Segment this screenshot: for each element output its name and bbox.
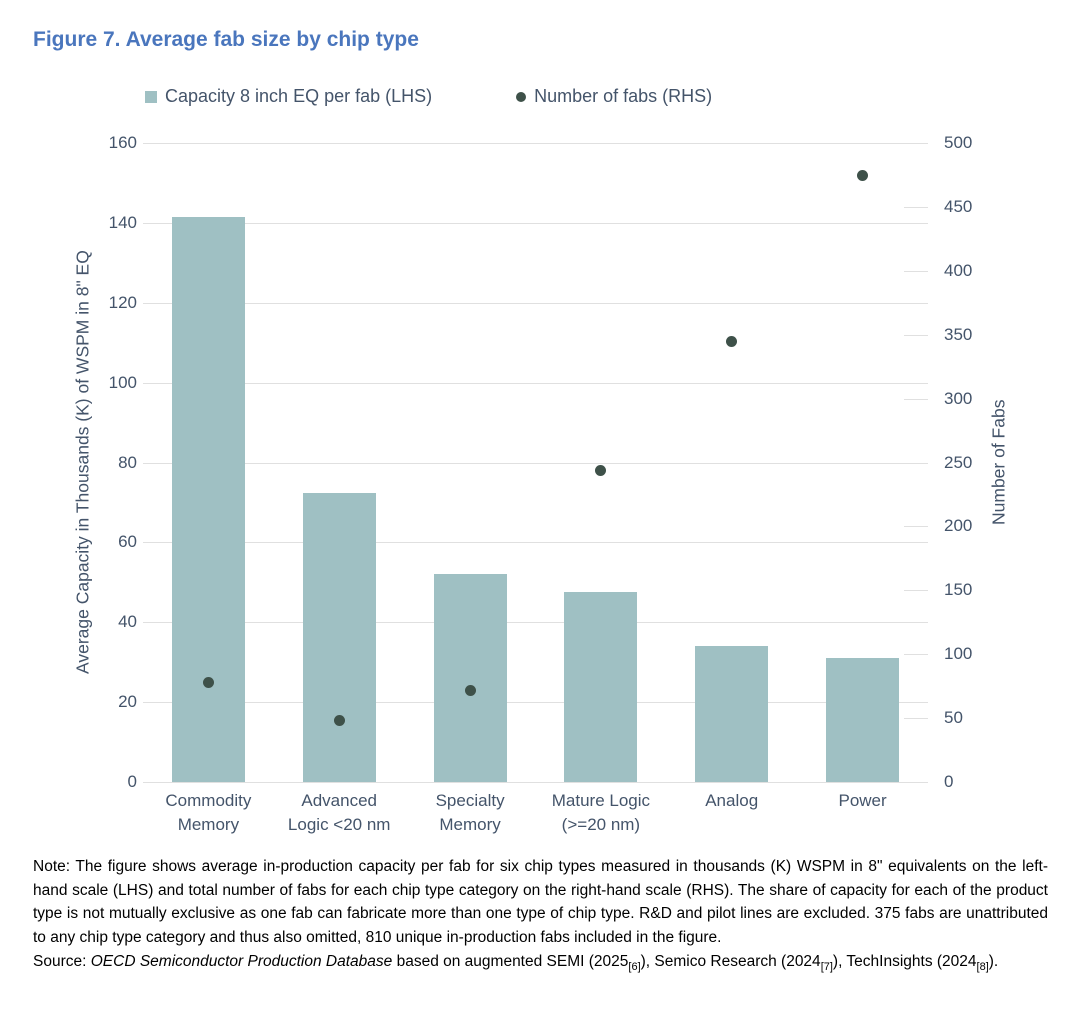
fab-count-dot — [202, 676, 214, 688]
capacity-bar — [302, 492, 376, 782]
category-label-line: Analog — [705, 791, 759, 810]
gridline — [143, 622, 928, 624]
category-label-line: (>=20 nm) — [561, 815, 641, 834]
right-axis-tick — [904, 143, 928, 144]
gridline — [143, 702, 928, 704]
category-label-line: Power — [838, 791, 887, 810]
capacity-bar — [564, 592, 638, 782]
source-segment: [8] — [976, 961, 989, 974]
category-label-line: Logic <20 nm — [287, 815, 391, 834]
plot-area — [143, 143, 928, 783]
source-segment: OECD Semiconductor Production Database — [90, 953, 393, 970]
category-label: Power — [797, 789, 928, 813]
legend-capacity-label: Capacity 8 inch EQ per fab (LHS) — [165, 86, 433, 106]
legend-item-capacity: Capacity 8 inch EQ per fab (LHS) — [145, 86, 432, 107]
right-axis-tick-label: 500 — [944, 133, 973, 152]
gridline — [143, 782, 928, 783]
left-axis-tick-labels: 0 20 40 60 80 100 120 140 160 — [0, 133, 137, 791]
category-label: Analog — [666, 789, 797, 813]
right-axis-tick-label: 300 — [944, 388, 973, 408]
gridline — [143, 143, 928, 144]
gridline — [143, 462, 928, 464]
right-axis-tick-label: 100 — [944, 644, 973, 664]
category-label-line: Specialty — [435, 791, 505, 810]
fab-count-dot — [726, 335, 738, 347]
source-line: Source: OECD Semiconductor Production Da… — [33, 950, 1048, 980]
capacity-bar — [826, 658, 900, 782]
gridline — [143, 382, 928, 384]
left-axis-tick-label: 20 — [118, 692, 137, 712]
fab-count-dot — [857, 169, 869, 181]
right-axis-tick — [904, 654, 928, 656]
left-axis-tick-label: 120 — [108, 292, 137, 312]
left-axis-tick-label: 80 — [118, 452, 137, 472]
right-axis-tick-label: 150 — [944, 580, 973, 600]
capacity-bar — [171, 216, 245, 782]
category-label-line: Mature Logic — [551, 791, 651, 810]
left-axis-tick-label: 160 — [108, 133, 137, 152]
right-axis-tick — [904, 270, 928, 272]
fab-count-dot — [595, 464, 607, 476]
right-axis-tick-label: 350 — [944, 324, 973, 344]
category-label: Advanced Logic <20 nm — [274, 789, 405, 837]
category-label: Specialty Memory — [405, 789, 536, 837]
gridline — [143, 302, 928, 304]
right-axis-tick — [904, 398, 928, 400]
right-axis-tick — [904, 590, 928, 592]
right-axis-tick-label: 250 — [944, 452, 973, 472]
right-axis-tick — [904, 718, 928, 720]
fab-count-dot — [333, 715, 345, 727]
note-block: Note: The figure shows average in-produc… — [33, 855, 1048, 980]
right-axis-tick-label: 0 — [944, 772, 954, 791]
gridline — [143, 542, 928, 544]
legend-item-fabs: Number of fabs (RHS) — [516, 86, 712, 107]
right-axis-tick-label: 50 — [944, 708, 963, 728]
right-axis-tick-labels: 0 50 100 150 200 250 300 350 400 450 500 — [944, 133, 1004, 791]
left-axis-tick-label: 40 — [118, 612, 137, 632]
category-label-line: Memory — [439, 815, 501, 834]
gridline — [143, 222, 928, 224]
source-segment: based on augmented SEMI (2025 — [392, 953, 629, 970]
chart-legend: Capacity 8 inch EQ per fab (LHS) Number … — [145, 86, 712, 107]
source-segment: Source: — [33, 953, 91, 970]
source-segment: ), TechInsights (2024 — [832, 953, 977, 970]
left-axis-tick-label: 60 — [118, 532, 137, 552]
right-axis-tick-label: 200 — [944, 516, 973, 536]
source-segment: [6] — [628, 961, 641, 974]
right-axis-tick — [904, 334, 928, 336]
left-axis-tick-label: 100 — [108, 372, 137, 392]
figure-title: Figure 7. Average fab size by chip type — [33, 28, 419, 51]
right-axis-tick — [904, 462, 928, 464]
right-axis-tick — [904, 206, 928, 208]
right-axis-tick-label: 450 — [944, 196, 973, 216]
fab-count-dot — [464, 684, 476, 696]
bar-swatch-icon — [145, 90, 157, 103]
dot-swatch-icon — [516, 91, 527, 102]
left-axis-tick-label: 0 — [127, 772, 137, 791]
note-text: Note: The figure shows average in-produc… — [33, 858, 1048, 946]
category-label-line: Memory — [177, 815, 240, 834]
category-label-line: Commodity — [165, 791, 252, 810]
right-axis-tick-label: 400 — [944, 260, 973, 280]
source-segment: ). — [988, 953, 999, 970]
capacity-bar — [433, 574, 507, 782]
source-segment: ), Semico Research (2024 — [640, 953, 821, 970]
right-axis-tick — [904, 526, 928, 528]
right-axis-tick — [904, 782, 928, 783]
source-segment: [7] — [820, 961, 833, 974]
category-label-line: Advanced — [301, 791, 377, 810]
category-label: Commodity Memory — [143, 789, 274, 837]
left-axis-tick-label: 140 — [108, 212, 137, 232]
category-labels-row: Commodity Memory Advanced Logic <20 nm Speci… — [143, 789, 928, 845]
category-label: Mature Logic (>=20 nm) — [536, 789, 667, 837]
legend-fabs-label: Number of fabs (RHS) — [534, 86, 713, 106]
capacity-bar — [695, 646, 769, 782]
